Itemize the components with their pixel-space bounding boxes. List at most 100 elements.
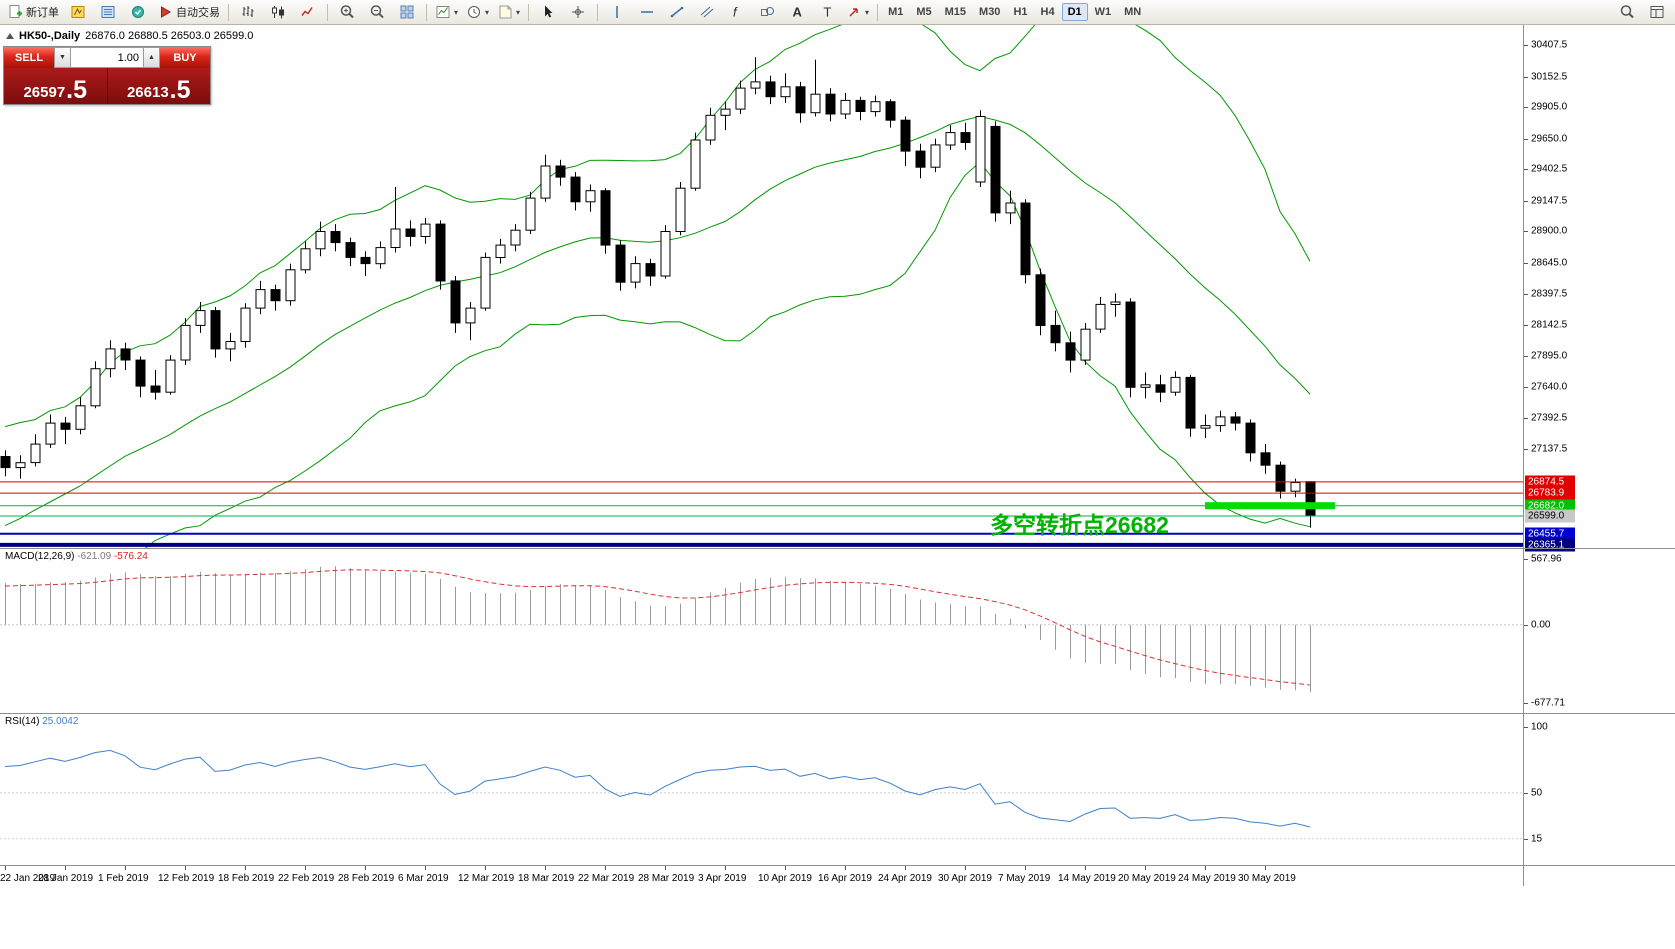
candle [750, 81, 761, 89]
macd-tick-label: 567.96 [1531, 553, 1562, 565]
date-label: 20 May 2019 [1118, 873, 1176, 884]
main-price-chart[interactable] [0, 25, 1523, 548]
cursor-button[interactable] [533, 1, 563, 24]
trade-panel-prices: 26597 .5 26613 .5 [4, 68, 210, 104]
price-tick-label: 29650.0 [1531, 133, 1568, 145]
toolbar-separator [228, 3, 229, 21]
autotrade-icon [161, 6, 171, 18]
horizontal-line-button[interactable] [632, 1, 662, 24]
macd-tick-label: 0.00 [1531, 619, 1551, 631]
axis-tick-mark [1524, 624, 1528, 626]
templates-button[interactable]: ▾ [493, 1, 524, 24]
search-button[interactable] [1612, 1, 1642, 24]
date-tick-mark [185, 866, 186, 870]
volume-input[interactable] [71, 47, 143, 68]
rsi-value: 25.0042 [42, 716, 79, 727]
panel-divider[interactable] [0, 713, 1675, 714]
autotrade-label: 自动交易 [176, 7, 220, 19]
autotrade-button[interactable]: 自动交易 [153, 1, 224, 24]
trendline-button[interactable] [662, 1, 692, 24]
volume-decrease-button[interactable]: ▼ [54, 47, 71, 68]
candle [1050, 324, 1061, 344]
bar-chart-button[interactable] [233, 1, 263, 24]
line-chart-button[interactable] [293, 1, 323, 24]
rsi-indicator-panel[interactable] [0, 713, 1523, 865]
chevron-down-icon: ▾ [516, 7, 521, 17]
date-axis[interactable]: 22 Jan 2019 28 Jan 2019 1 Feb 2019 12 Feb 2… [0, 866, 1523, 886]
timeframe-d1[interactable]: D1 [1061, 3, 1088, 21]
axis-tick-mark [1524, 417, 1528, 419]
timeframe-m15[interactable]: M15 [944, 6, 967, 18]
highlight-bar[interactable] [1205, 502, 1335, 510]
tile-windows-button[interactable] [392, 1, 422, 24]
new-order-button[interactable]: 新订单 [3, 1, 63, 24]
chart-annotation-text[interactable]: 多空转折点26682 [990, 512, 1169, 538]
crosshair-button[interactable] [563, 1, 593, 24]
zoom-in-button[interactable] [332, 1, 362, 24]
candle [225, 341, 236, 350]
date-tick-mark [1025, 866, 1026, 870]
candlestick-chart-button[interactable] [263, 1, 293, 24]
candle [75, 405, 86, 430]
sell-price[interactable]: 26597 .5 [4, 68, 108, 104]
price-tag: 26783.9 [1525, 486, 1575, 500]
fibonacci-button[interactable]: f [722, 1, 752, 24]
channel-icon [700, 6, 714, 18]
indicators-icon [436, 6, 450, 18]
candle [1005, 202, 1016, 214]
candle [735, 87, 746, 110]
arrows-button[interactable]: ▾ [842, 1, 873, 24]
metaeditor-button[interactable] [63, 1, 93, 24]
timeframe-w1[interactable]: W1 [1094, 6, 1112, 18]
timeframe-mn[interactable]: MN [1124, 6, 1142, 18]
market-watch-button[interactable] [93, 1, 123, 24]
date-tick-mark [125, 866, 126, 870]
price-tick-label: 28142.5 [1531, 319, 1568, 331]
timeframe-m5[interactable]: M5 [916, 6, 932, 18]
candle [405, 228, 416, 237]
date-tick-mark [1205, 866, 1206, 870]
one-click-collapse-icon[interactable] [6, 33, 14, 39]
date-label: 28 Jan 2019 [38, 873, 94, 884]
zoom-out-button[interactable] [362, 1, 392, 24]
toolbar-separator [877, 3, 879, 21]
price-axis[interactable]: 26874.5 26783.9 26682.0 26599.0 26455.7 26365… [1523, 25, 1675, 886]
buy-button[interactable]: BUY [160, 47, 210, 68]
macd-tick-label: -677.71 [1531, 697, 1565, 709]
timeframe-h1[interactable]: H1 [1013, 6, 1028, 18]
buy-price[interactable]: 26613 .5 [126, 76, 191, 104]
sell-button[interactable]: SELL [4, 47, 54, 68]
periods-button[interactable]: ▾ [462, 1, 493, 24]
vertical-line-icon [616, 6, 618, 18]
candle [105, 348, 116, 370]
candle [900, 119, 911, 152]
macd-indicator-panel[interactable] [0, 548, 1523, 713]
candle [255, 289, 266, 309]
candlestick-chart-icon [272, 6, 284, 19]
channel-button[interactable] [692, 1, 722, 24]
timeframe-h4[interactable]: H4 [1040, 6, 1055, 18]
svg-text:A: A [793, 5, 803, 20]
candle [960, 132, 971, 143]
axis-tick-mark [1524, 107, 1528, 109]
timeframe-m1[interactable]: M1 [888, 6, 904, 18]
text-label-button[interactable]: T [812, 1, 842, 24]
panel-divider[interactable] [0, 548, 1675, 549]
trendline-icon [670, 6, 684, 18]
layout-button[interactable] [1642, 1, 1672, 24]
indicators-button[interactable]: ▾ [431, 1, 462, 24]
candle [390, 228, 401, 248]
timeframe-m30[interactable]: M30 [979, 6, 1001, 18]
text-button[interactable]: A [782, 1, 812, 24]
shapes-button[interactable] [752, 1, 782, 24]
axis-tick-mark [1524, 449, 1528, 451]
volume-increase-button[interactable]: ▲ [143, 47, 160, 68]
candle [495, 244, 506, 259]
candles [0, 57, 1316, 528]
strategy-tester-button[interactable] [123, 1, 153, 24]
price-tick-label: 29905.0 [1531, 101, 1568, 113]
axis-tick-mark [1524, 76, 1528, 78]
vertical-line-button[interactable] [602, 1, 632, 24]
zoom-out-icon [370, 5, 384, 19]
